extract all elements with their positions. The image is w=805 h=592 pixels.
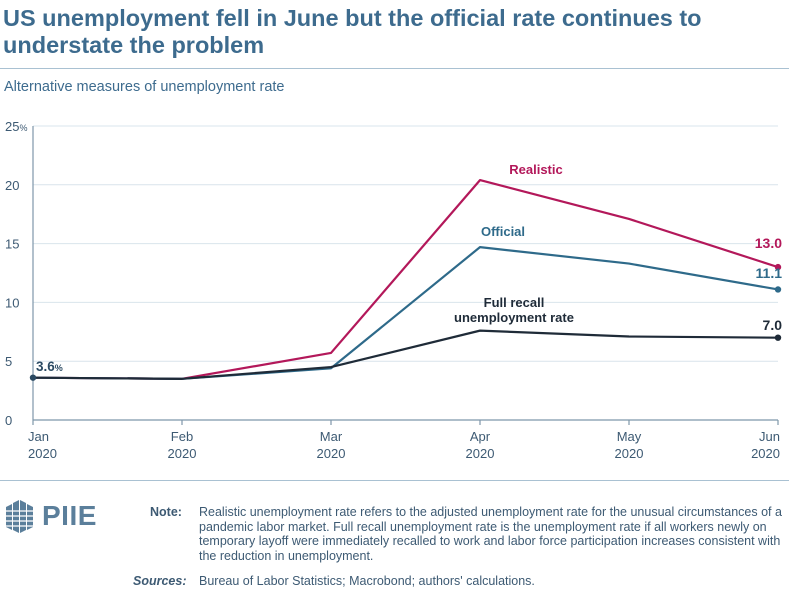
y-tick-label: 15 — [5, 237, 19, 252]
series-end-point-2 — [774, 334, 782, 341]
x-tick-year-jan: 2020 — [28, 446, 57, 461]
title-divider — [0, 68, 789, 69]
y-tick-label: 0 — [5, 413, 12, 428]
start-value-label: 3.6% — [36, 359, 63, 374]
x-tick-label-mar: Mar — [320, 429, 343, 444]
x-tick-year-feb: 2020 — [168, 446, 197, 461]
y-tick-label: 5 — [5, 354, 12, 369]
series-end-label-1: 11.1 — [756, 265, 783, 281]
x-tick-year-mar: 2020 — [317, 446, 346, 461]
series-end-point-0 — [774, 263, 782, 271]
x-tick-year-jun: 2020 — [751, 446, 780, 461]
piie-logo-mark-icon — [4, 500, 38, 533]
series-name-label-1: Official — [481, 224, 525, 239]
x-tick-label-may: May — [617, 429, 642, 444]
piie-logo: PIIE — [4, 497, 104, 537]
x-tick-year-may: 2020 — [615, 446, 644, 461]
x-tick-label-jun: Jun — [759, 429, 780, 444]
chart-subtitle: Alternative measures of unemployment rat… — [4, 79, 285, 95]
series-name-label-2: Full recall unemployment rate — [454, 295, 574, 325]
chart-title: US unemployment fell in June but the off… — [3, 5, 702, 58]
series-end-label-0: 13.0 — [755, 235, 782, 251]
series-end-label-2: 7.0 — [763, 317, 783, 333]
series-line-2 — [32, 329, 779, 380]
y-tick-label: 20 — [5, 178, 19, 193]
note-label: Note: — [150, 505, 182, 519]
y-tick-label: 25% — [5, 119, 27, 134]
sources-label: Sources: — [133, 574, 187, 588]
series-name-label-0: Realistic — [509, 162, 562, 177]
series-start-point — [29, 374, 37, 381]
x-tick-label-jan: Jan — [28, 429, 49, 444]
footer-divider — [0, 480, 789, 481]
line-chart: 0 5 10 15 20 25% Jan 2020 Feb 2020 Mar 2020 Apr 2020 M… — [5, 119, 783, 461]
sources-text: Bureau of Labor Statistics; Macrobond; a… — [199, 574, 535, 588]
series-end-point-1 — [774, 286, 782, 293]
x-tick-label-feb: Feb — [171, 429, 193, 444]
x-tick-label-apr: Apr — [470, 429, 491, 444]
piie-logo-text: PIIE — [42, 500, 97, 531]
note-text: Realistic unemployment rate refers to th… — [199, 505, 782, 563]
x-tick-year-apr: 2020 — [466, 446, 495, 461]
y-tick-label: 10 — [5, 295, 19, 310]
